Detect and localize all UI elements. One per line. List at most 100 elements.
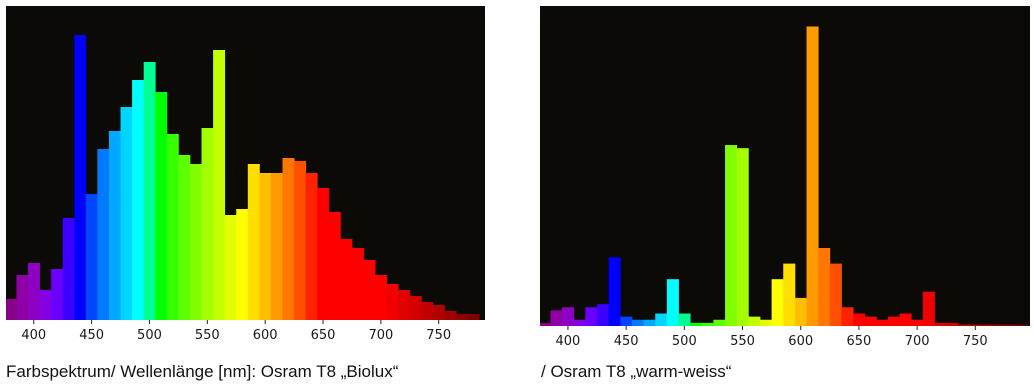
biolux-bar-530 xyxy=(178,155,191,320)
warm-weiss-bar-550 xyxy=(736,148,749,326)
biolux-tick-label-700: 700 xyxy=(368,328,393,343)
warm-weiss-bar-440 xyxy=(608,257,621,326)
warm-weiss-bar-500 xyxy=(678,313,691,326)
warm-weiss-bar-720 xyxy=(934,322,947,326)
biolux-bar-730 xyxy=(409,296,422,320)
biolux-bar-690 xyxy=(363,260,376,320)
biolux-tick-label-600: 600 xyxy=(253,328,278,343)
biolux-bar-480 xyxy=(120,107,133,320)
warm-weiss-bar-490 xyxy=(666,279,679,326)
warm-weiss-bar-790 xyxy=(1016,324,1029,326)
warm-weiss-bar-600 xyxy=(794,297,807,326)
warm-weiss-bar-770 xyxy=(992,324,1005,326)
warm-weiss-bar-760 xyxy=(981,324,994,326)
warm-weiss-tick-label-450: 450 xyxy=(614,334,639,349)
biolux-bar-760 xyxy=(444,311,457,320)
spectrum-chart-biolux-svg: 400 450 500 550 600 650 700 750 xyxy=(6,6,485,361)
warm-weiss-tick-label-700: 700 xyxy=(905,334,930,349)
warm-weiss-bar-780 xyxy=(1004,324,1017,326)
biolux-bar-430 xyxy=(62,218,75,320)
warm-weiss-tick-label-550: 550 xyxy=(730,334,755,349)
warm-weiss-bar-680 xyxy=(888,316,901,326)
warm-weiss-tick-label-600: 600 xyxy=(788,334,813,349)
warm-weiss-bar-570 xyxy=(759,319,773,326)
warm-weiss-bar-420 xyxy=(585,307,598,326)
warm-weiss-bar-390 xyxy=(550,310,563,326)
warm-weiss-bar-580 xyxy=(771,279,784,326)
warm-weiss-bar-510 xyxy=(690,322,703,326)
spectrum-chart-warm-weiss-svg: 400 450 500 550 600 650 700 750 xyxy=(540,6,1030,361)
biolux-tick-label-400: 400 xyxy=(21,328,46,343)
biolux-bar-680 xyxy=(351,248,364,320)
biolux-bar-450 xyxy=(85,194,98,320)
warm-weiss-bar-380 xyxy=(540,322,551,326)
warm-weiss-bar-560 xyxy=(748,316,761,326)
biolux-bar-580 xyxy=(236,209,249,320)
biolux-bar-380 xyxy=(6,299,17,320)
biolux-bar-570 xyxy=(224,215,237,320)
warm-weiss-bar-660 xyxy=(864,316,877,326)
biolux-bar-460 xyxy=(97,149,110,320)
warm-weiss-bar-540 xyxy=(725,145,738,326)
warm-weiss-bar-530 xyxy=(713,319,726,326)
warm-weiss-tick-label-400: 400 xyxy=(556,334,581,349)
warm-weiss-bar-430 xyxy=(597,304,610,326)
warm-weiss-bar-710 xyxy=(922,291,935,326)
warm-weiss-bar-460 xyxy=(631,319,644,326)
warm-weiss-bar-470 xyxy=(643,319,656,326)
biolux-bar-440 xyxy=(74,35,87,320)
biolux-bar-510 xyxy=(155,92,168,320)
biolux-bar-550 xyxy=(201,128,214,320)
biolux-bar-390 xyxy=(16,275,29,320)
biolux-bar-520 xyxy=(166,134,179,320)
warm-weiss-bar-750 xyxy=(969,324,982,326)
warm-weiss-bar-450 xyxy=(620,316,633,326)
biolux-axis-band xyxy=(6,320,485,361)
warm-weiss-bar-400 xyxy=(562,307,575,326)
warm-weiss-bar-640 xyxy=(841,307,854,326)
biolux-bar-710 xyxy=(386,284,399,320)
biolux-bar-640 xyxy=(305,173,318,320)
biolux-bar-670 xyxy=(340,239,353,320)
biolux-bar-610 xyxy=(270,173,283,320)
warm-weiss-bar-590 xyxy=(783,263,796,326)
biolux-bar-400 xyxy=(27,263,40,320)
biolux-bar-470 xyxy=(108,131,121,320)
biolux-tick-label-500: 500 xyxy=(137,328,162,343)
warm-weiss-bar-700 xyxy=(911,319,924,326)
warm-weiss-axis-band xyxy=(540,326,1030,361)
biolux-bar-740 xyxy=(421,302,434,320)
warm-weiss-bar-520 xyxy=(701,322,714,326)
biolux-tick-label-650: 650 xyxy=(311,328,336,343)
warm-weiss-bar-650 xyxy=(853,313,866,326)
biolux-bar-500 xyxy=(143,62,156,320)
warm-weiss-bar-480 xyxy=(655,313,668,326)
biolux-bar-700 xyxy=(375,275,388,320)
biolux-bar-560 xyxy=(213,50,226,320)
biolux-bar-660 xyxy=(328,212,341,320)
biolux-bar-410 xyxy=(39,290,52,320)
spectrum-chart-warm-weiss: 400 450 500 550 600 650 700 750 xyxy=(540,6,1030,361)
biolux-bar-420 xyxy=(51,269,64,320)
biolux-bar-780 xyxy=(467,314,480,320)
caption-warm-weiss: / Osram T8 „warm-weiss“ xyxy=(541,362,732,381)
warm-weiss-tick-label-750: 750 xyxy=(963,334,988,349)
warm-weiss-bar-690 xyxy=(899,313,912,326)
warm-weiss-bar-410 xyxy=(573,319,586,326)
biolux-bar-600 xyxy=(259,173,272,320)
biolux-bar-620 xyxy=(282,158,295,320)
warm-weiss-bar-730 xyxy=(946,322,959,326)
biolux-bar-650 xyxy=(317,188,330,320)
warm-weiss-tick-label-500: 500 xyxy=(672,334,697,349)
biolux-bar-750 xyxy=(432,305,445,320)
warm-weiss-bar-740 xyxy=(957,324,970,326)
warm-weiss-bar-610 xyxy=(806,26,819,326)
warm-weiss-bar-670 xyxy=(876,319,889,326)
biolux-bar-490 xyxy=(132,80,145,320)
biolux-bar-540 xyxy=(189,164,202,320)
biolux-tick-label-750: 750 xyxy=(426,328,451,343)
warm-weiss-bar-630 xyxy=(829,263,842,326)
biolux-tick-label-550: 550 xyxy=(195,328,220,343)
caption-biolux: Farbspektrum/ Wellenlänge [nm]: Osram T8… xyxy=(6,362,399,381)
spectrum-chart-biolux: 400 450 500 550 600 650 700 750 xyxy=(6,6,485,361)
